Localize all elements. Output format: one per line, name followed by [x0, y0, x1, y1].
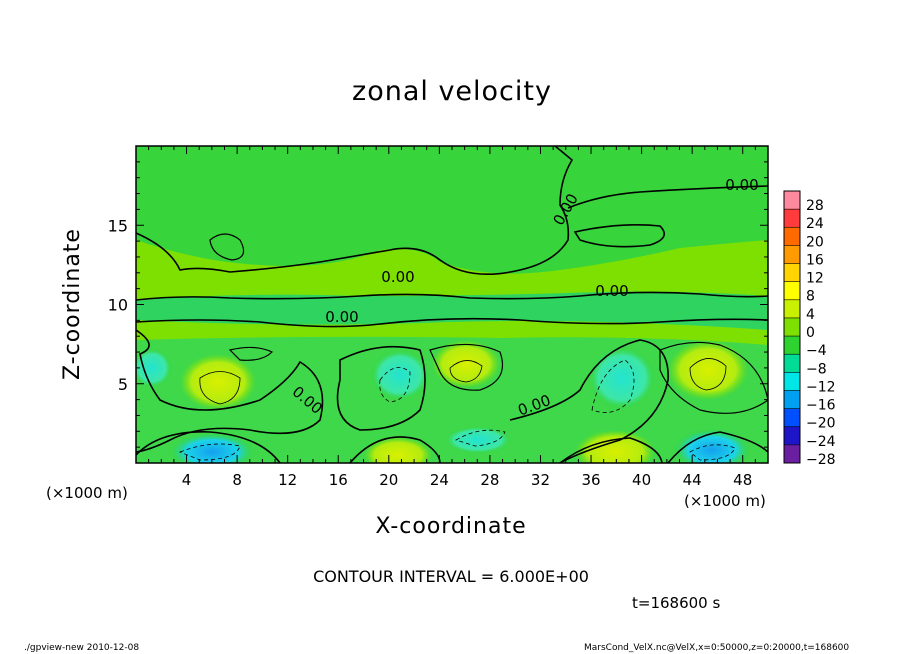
colorbar-swatch [784, 426, 800, 445]
x-tick-label: 16 [329, 471, 348, 489]
colorbar-swatch [784, 263, 800, 282]
colorbar-label: 4 [806, 307, 815, 323]
colorbar-swatch [784, 191, 800, 210]
colorbar-label: 8 [806, 289, 815, 305]
x-tick-label: 48 [733, 471, 752, 489]
velocity-field [136, 146, 768, 463]
x-tick-label: 36 [581, 471, 600, 489]
contour-label: 0.00 [325, 308, 358, 326]
x-tick-label: 4 [182, 471, 192, 489]
x-tick-label: 12 [278, 471, 297, 489]
y-tick-label: 5 [118, 375, 128, 394]
colorbar-label: 24 [806, 216, 824, 232]
x-unit-label-left: (×1000 m) [46, 484, 128, 502]
colorbar-swatch [784, 444, 800, 463]
colorbar-label: −12 [806, 379, 836, 395]
colorbar-swatch [784, 209, 800, 228]
colorbar-swatch [784, 299, 800, 318]
contour-label: 0.00 [595, 282, 628, 300]
colorbar-swatch [784, 245, 800, 264]
y-axis: 5 10 15 [108, 161, 768, 448]
colorbar-label: 0 [806, 325, 815, 341]
x-unit-label-right: (×1000 m) [684, 492, 766, 510]
x-tick-label: 24 [430, 471, 449, 489]
colorbar-swatch [784, 354, 800, 373]
colorbar-swatch [784, 281, 800, 300]
colorbar-swatch [784, 317, 800, 337]
colorbar-label: −20 [806, 416, 836, 432]
colorbar-label: 20 [806, 234, 824, 250]
contour-label: 0.00 [381, 268, 414, 286]
footer-left: ./gpview-new 2010-12-08 [24, 643, 140, 653]
colorbar-swatch [784, 336, 800, 355]
colorbar-swatch [784, 372, 800, 391]
x-axis: 4 8 12 16 20 24 28 32 36 40 44 48 [148, 146, 756, 489]
y-tick-label: 10 [108, 296, 128, 315]
x-tick-label: 40 [632, 471, 651, 489]
colorbar-swatch [784, 390, 800, 409]
contour-interval-note: CONTOUR INTERVAL = 6.000E+00 [313, 567, 589, 586]
x-tick-label: 28 [480, 471, 499, 489]
colorbar-label: −28 [806, 452, 836, 468]
chart-title: zonal velocity [352, 76, 552, 107]
colorbar-label: −16 [806, 398, 836, 414]
time-stamp: t=168600 s [632, 594, 721, 612]
x-tick-label: 8 [232, 471, 242, 489]
contour-label: 0.00 [725, 176, 758, 194]
colorbar-label: 28 [806, 198, 824, 214]
contour-lines [136, 146, 768, 463]
y-tick-label: 15 [108, 216, 128, 235]
colorbar-label: −4 [806, 343, 827, 359]
x-tick-label: 44 [683, 471, 702, 489]
colorbar-label: −24 [806, 434, 836, 450]
x-axis-label: X-coordinate [375, 514, 527, 539]
colorbar-swatch [784, 408, 800, 427]
colorbar-swatch [784, 227, 800, 246]
colorbar: 28 24 20 16 12 8 4 0 −4 −8 −12 −16 −20 −24 −28 [783, 190, 836, 468]
colorbar-label: −8 [806, 361, 827, 377]
x-tick-label: 32 [531, 471, 550, 489]
x-tick-label: 20 [379, 471, 398, 489]
colorbar-label: 12 [806, 271, 824, 287]
footer-right: MarsCond_VelX.nc@VelX,x=0:50000,z=0:2000… [584, 643, 850, 653]
colorbar-label: 16 [806, 252, 824, 268]
